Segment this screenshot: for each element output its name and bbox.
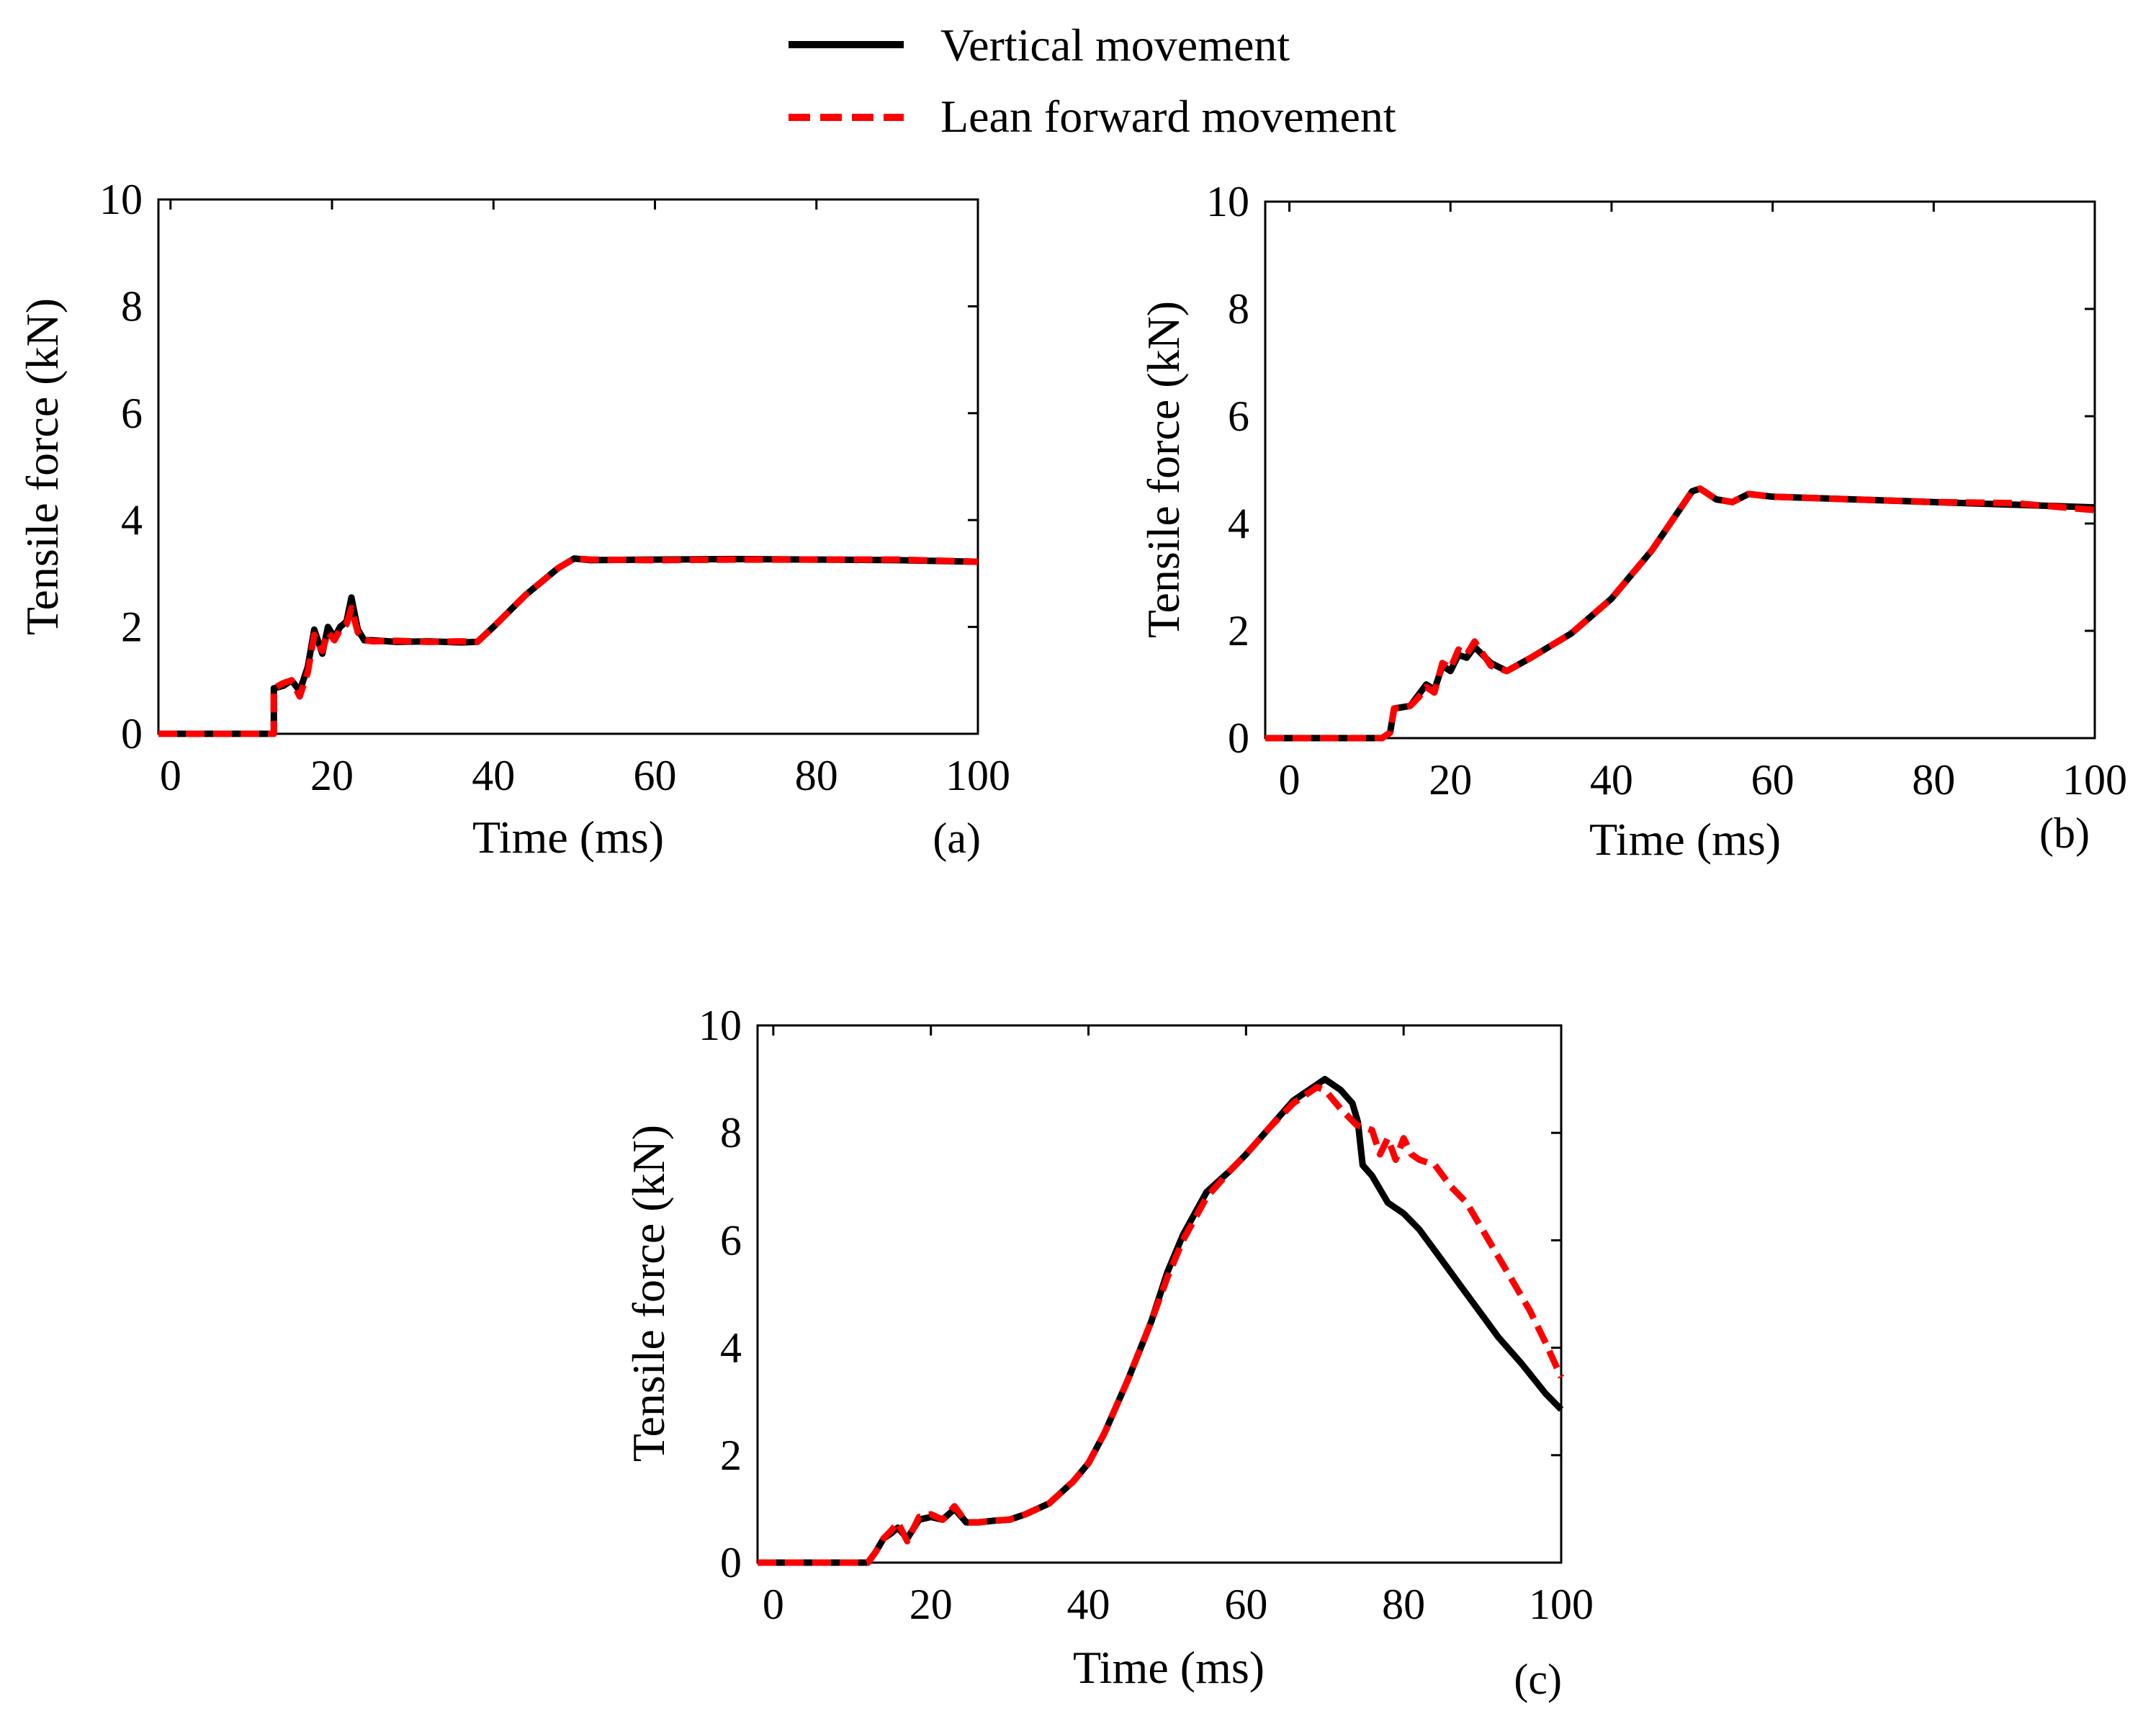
x-tick-label: 20 [1429, 756, 1472, 804]
series-group [758, 1076, 1565, 1566]
legend: Vertical movement Lean forward movement [789, 19, 1396, 142]
x-axis-label: Time (ms) [1589, 814, 1781, 865]
x-tick-label: 60 [1751, 756, 1795, 804]
x-tick-label: 20 [310, 752, 354, 799]
x-tick-label: 40 [1590, 756, 1633, 804]
y-tick-label: 0 [720, 1539, 742, 1586]
y-tick-label: 10 [699, 1002, 742, 1049]
x-tick-label: 40 [1067, 1581, 1110, 1628]
y-tick-label: 10 [1206, 178, 1249, 225]
x-tick-label: 100 [1529, 1581, 1594, 1628]
y-tick-label: 0 [1228, 714, 1249, 762]
x-tick-label: 100 [946, 752, 1010, 799]
chart-panel-b: 0 20 40 60 80 100 0 2 4 6 8 10 Time (ms) Tensile f… [1138, 178, 2127, 865]
x-tick-label: 80 [795, 752, 838, 799]
x-ticks: 0 20 40 60 80 100 [1279, 202, 2127, 804]
x-tick-label: 0 [763, 1581, 784, 1628]
plot-frame [157, 198, 979, 735]
y-tick-label: 2 [121, 603, 143, 651]
y-tick-label: 4 [720, 1324, 742, 1372]
y-ticks: 0 2 4 6 8 10 [99, 176, 978, 758]
y-tick-label: 8 [720, 1109, 742, 1156]
series-line-lean-forward [1265, 485, 2096, 742]
y-tick-label: 8 [121, 282, 143, 330]
chart-panel-c: 0 20 40 60 80 100 0 2 4 6 8 10 Time (ms) Tensile f… [623, 1002, 1594, 1703]
panel-label: (a) [933, 814, 981, 862]
y-tick-label: 6 [1228, 392, 1249, 440]
y-axis-label: Tensile force (kN) [1138, 301, 1189, 638]
x-tick-label: 20 [909, 1581, 953, 1628]
x-tick-label: 100 [2062, 756, 2127, 804]
y-tick-label: 6 [121, 390, 143, 437]
plot-frame [1264, 200, 2096, 740]
series-line-vertical [1265, 485, 2096, 742]
y-tick-label: 2 [1228, 607, 1249, 655]
x-tick-label: 0 [160, 752, 181, 799]
x-ticks: 0 20 40 60 80 100 [763, 1025, 1594, 1628]
series-group [158, 555, 979, 737]
y-tick-label: 8 [1228, 285, 1249, 333]
x-ticks: 0 20 40 60 80 100 [160, 199, 1010, 799]
plot-frame [756, 1024, 1563, 1564]
x-tick-label: 40 [472, 752, 515, 799]
x-tick-label: 60 [1224, 1581, 1267, 1628]
series-line-vertical [158, 555, 979, 737]
x-tick-label: 60 [634, 752, 677, 799]
series-line-vertical [758, 1076, 1564, 1566]
y-tick-label: 0 [121, 710, 143, 758]
legend-label-lean: Lean forward movement [940, 91, 1396, 142]
x-tick-label: 80 [1912, 756, 1955, 804]
panel-label: (b) [2039, 809, 2090, 857]
y-axis-label: Tensile force (kN) [623, 1125, 674, 1462]
series-group [1265, 485, 2096, 742]
y-tick-label: 4 [121, 496, 143, 544]
legend-label-vertical: Vertical movement [940, 19, 1290, 71]
y-tick-label: 10 [99, 176, 143, 223]
chart-panel-a: 0 20 40 60 80 100 0 2 4 6 8 10 Time (ms) Tensile f… [17, 176, 1010, 863]
y-tick-label: 4 [1228, 500, 1249, 547]
y-tick-label: 2 [720, 1432, 742, 1479]
panel-label: (c) [1514, 1656, 1562, 1703]
series-line-lean-forward [758, 1084, 1565, 1566]
y-tick-label: 6 [720, 1216, 742, 1264]
y-ticks: 0 2 4 6 8 10 [699, 1002, 1561, 1586]
series-line-lean-forward [158, 555, 979, 737]
x-axis-label: Time (ms) [1073, 1642, 1265, 1693]
x-tick-label: 0 [1279, 756, 1301, 804]
y-axis-label: Tensile force (kN) [17, 298, 68, 635]
x-tick-label: 80 [1382, 1581, 1425, 1628]
x-axis-label: Time (ms) [472, 812, 664, 863]
y-ticks: 0 2 4 6 8 10 [1206, 178, 2095, 762]
